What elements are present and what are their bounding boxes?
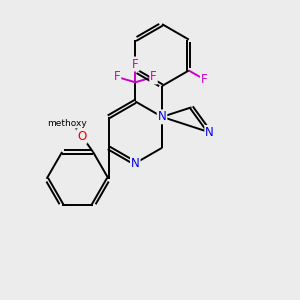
Text: F: F xyxy=(132,58,139,70)
Text: methoxy: methoxy xyxy=(47,119,87,128)
Text: N: N xyxy=(205,126,214,139)
Text: F: F xyxy=(150,70,157,83)
Text: O: O xyxy=(77,130,86,143)
Text: F: F xyxy=(114,70,120,83)
Text: F: F xyxy=(201,73,207,86)
Text: N: N xyxy=(131,157,140,170)
Text: N: N xyxy=(158,110,167,123)
